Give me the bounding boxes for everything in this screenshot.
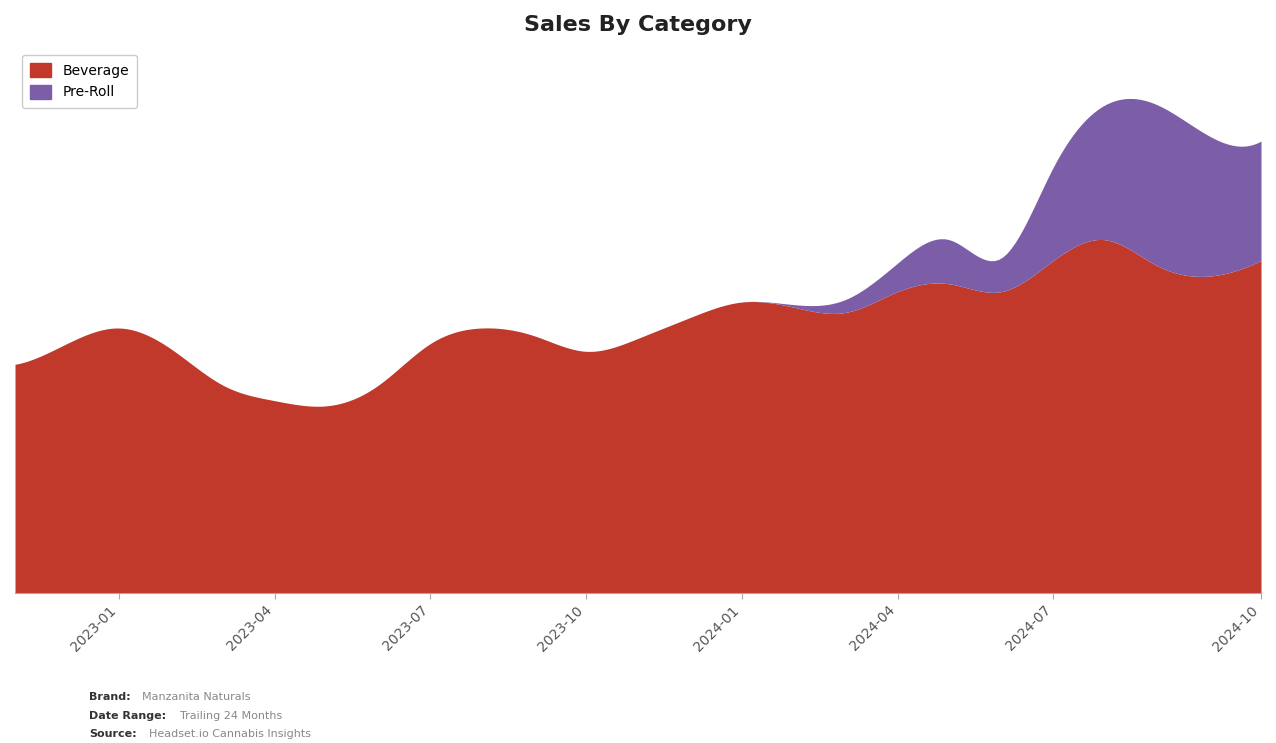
Text: Brand:: Brand: [89,692,131,702]
Legend: Beverage, Pre-Roll: Beverage, Pre-Roll [22,55,138,108]
Title: Sales By Category: Sales By Category [524,15,752,35]
Text: Source:: Source: [89,730,137,739]
Text: Trailing 24 Months: Trailing 24 Months [180,711,282,721]
Text: Date Range:: Date Range: [89,711,166,721]
Text: Manzanita Naturals: Manzanita Naturals [142,692,250,702]
Text: Headset.io Cannabis Insights: Headset.io Cannabis Insights [149,730,311,739]
